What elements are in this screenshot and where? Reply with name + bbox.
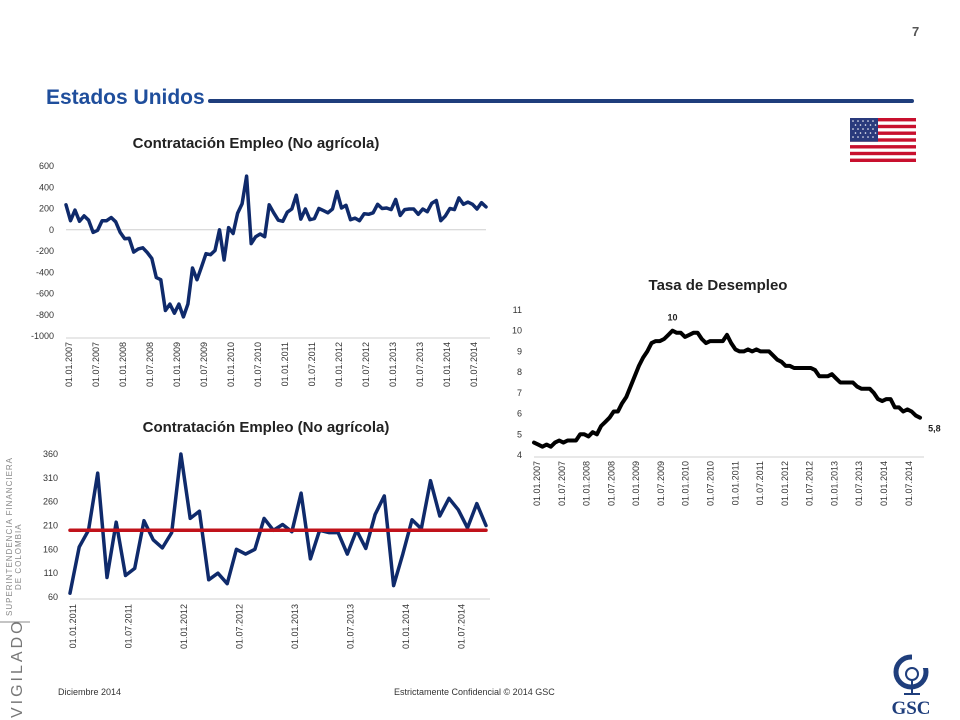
chart3-y-tick-label: 8: [517, 367, 522, 377]
chart1-series-line: [64, 174, 488, 319]
chart1-x-tick-label: 01.07.2010: [253, 342, 263, 387]
chart1-x-tick-label: 01.01.2011: [280, 342, 290, 386]
chart3-x-tick-label: 01.01.2010: [681, 461, 691, 506]
chart1-x-tick-label: 01.07.2014: [469, 342, 479, 387]
chart1-x-tick-label: 01.01.2007: [64, 342, 74, 387]
chart2-x-tick-label: 01.01.2011: [68, 604, 78, 648]
chart2-x-tick-label: 01.01.2012: [179, 604, 189, 649]
chart1-x-tick-label: 01.07.2012: [361, 342, 371, 387]
chart1-y-tick-label: -600: [36, 289, 54, 299]
chart2-y-tick-label: 60: [48, 592, 58, 602]
chart3-group: Tasa de Desempleo 11 10 9 8 7 6 5 4 01.01.2007 01.…: [512, 277, 941, 506]
chart3-x-tick-label: 01.01.2009: [631, 461, 641, 506]
chart1-y-tick-label: 400: [39, 182, 54, 192]
chart3-y-tick-label: 4: [517, 450, 522, 460]
chart3-x-tick-label: 01.07.2012: [805, 461, 815, 506]
chart1-y-tick-label: -200: [36, 246, 54, 256]
title-underline: [208, 99, 914, 103]
chart2-title: Contratación Empleo (No agrícola): [143, 419, 390, 436]
chart1-x-tick-label: 01.07.2013: [415, 342, 425, 387]
chart3-x-tick-label: 01.01.2013: [829, 461, 839, 506]
chart3-x-tick-label: 01.07.2007: [557, 461, 567, 506]
chart1-x-tick-label: 01.07.2008: [145, 342, 155, 387]
chart2-y-tick-label: 360: [43, 449, 58, 459]
chart1-y-tick-label: 600: [39, 161, 54, 171]
chart3-series-line: [532, 328, 922, 449]
chart3-data-label: 5,8: [928, 424, 941, 434]
chart3-y-tick-label: 6: [517, 409, 522, 419]
chart2-x-tick-label: 01.01.2014: [401, 604, 411, 649]
chart1-x-tick-label: 01.01.2013: [388, 342, 398, 387]
chart1-x-tick-label: 01.01.2008: [118, 342, 128, 387]
section-title: Estados Unidos: [46, 86, 205, 109]
chart3-data-label: 10: [667, 313, 677, 323]
chart3-x-tick-label: 01.01.2008: [582, 461, 592, 506]
chart2-x-tick-label: 01.01.2013: [290, 604, 300, 649]
footer-confidential: Estrictamente Confidencial © 2014 GSC: [394, 687, 555, 697]
chart3-x-tick-label: 01.07.2010: [706, 461, 716, 506]
footer-date: Diciembre 2014: [58, 687, 122, 697]
chart2-series-line: [68, 452, 488, 595]
chart1-y-tick-label: -800: [36, 310, 54, 320]
chart1-y-tick-label: -400: [36, 267, 54, 277]
chart1-y-tick-label: 0: [49, 225, 54, 235]
chart3-y-tick-label: 10: [512, 326, 522, 336]
chart3-y-tick-label: 5: [517, 429, 522, 439]
chart3-x-tick-label: 01.01.2007: [532, 461, 542, 506]
chart2-y-tick-label: 210: [43, 521, 58, 531]
chart2-group: Contratación Empleo (No agrícola) 360 310 2…: [43, 419, 490, 649]
chart1-x-tick-label: 01.01.2012: [334, 342, 344, 387]
chart1-x-tick-label: 01.07.2007: [91, 342, 101, 387]
chart1-x-tick-label: 01.01.2009: [172, 342, 182, 387]
chart2-y-tick-label: 160: [43, 544, 58, 554]
chart2-x-tick-label: 01.07.2013: [346, 604, 356, 649]
us-flag-icon: [850, 118, 916, 162]
side-text-colombia: DE COLOMBIA: [14, 523, 23, 590]
chart1-x-tick-label: 01.01.2010: [226, 342, 236, 387]
chart2-x-tick-label: 01.07.2012: [235, 604, 245, 649]
chart1-x-tick-label: 01.01.2014: [442, 342, 452, 387]
chart1-title: Contratación Empleo (No agrícola): [133, 135, 380, 152]
chart2-y-tick-label: 110: [44, 568, 58, 578]
chart1-x-tick-label: 01.07.2009: [199, 342, 209, 387]
chart2-y-tick-label: 310: [43, 473, 58, 483]
chart3-x-tick-label: 01.07.2009: [656, 461, 666, 506]
side-text-vigilado: VIGILADO: [9, 618, 26, 718]
chart3-x-tick-label: 01.07.2013: [854, 461, 864, 506]
chart1-y-tick-label: -1000: [31, 331, 54, 341]
gsc-logo-icon: GSC: [891, 654, 932, 718]
chart3-x-tick-label: 01.01.2012: [780, 461, 790, 506]
chart2-x-tick-label: 01.07.2014: [457, 604, 467, 649]
chart3-title: Tasa de Desempleo: [649, 277, 788, 294]
side-text-superintendencia: SUPERINTENDENCIA FINANCIERA: [5, 457, 14, 616]
chart3-x-tick-label: 01.07.2014: [904, 461, 914, 506]
chart3-y-tick-label: 7: [517, 388, 522, 398]
chart1-x-tick-label: 01.07.2011: [307, 342, 317, 386]
chart3-x-tick-label: 01.07.2008: [606, 461, 616, 506]
chart3-y-tick-label: 11: [513, 305, 522, 315]
chart2-x-tick-label: 01.07.2011: [124, 604, 134, 648]
chart1-group: Contratación Empleo (No agrícola) 600 400 2…: [31, 135, 490, 387]
superintendencia-side-brand: SUPERINTENDENCIA FINANCIERA DE COLOMBIA …: [0, 457, 30, 718]
page-number: 7: [912, 24, 920, 39]
chart3-y-tick-label: 9: [517, 346, 522, 356]
logo-text: GSC: [891, 698, 930, 718]
chart1-y-tick-label: 200: [39, 204, 54, 214]
chart3-x-tick-label: 01.01.2011: [730, 461, 740, 505]
chart3-x-tick-label: 01.01.2014: [879, 461, 889, 506]
chart2-y-tick-label: 260: [43, 497, 58, 507]
chart3-x-tick-label: 01.07.2011: [755, 461, 765, 505]
